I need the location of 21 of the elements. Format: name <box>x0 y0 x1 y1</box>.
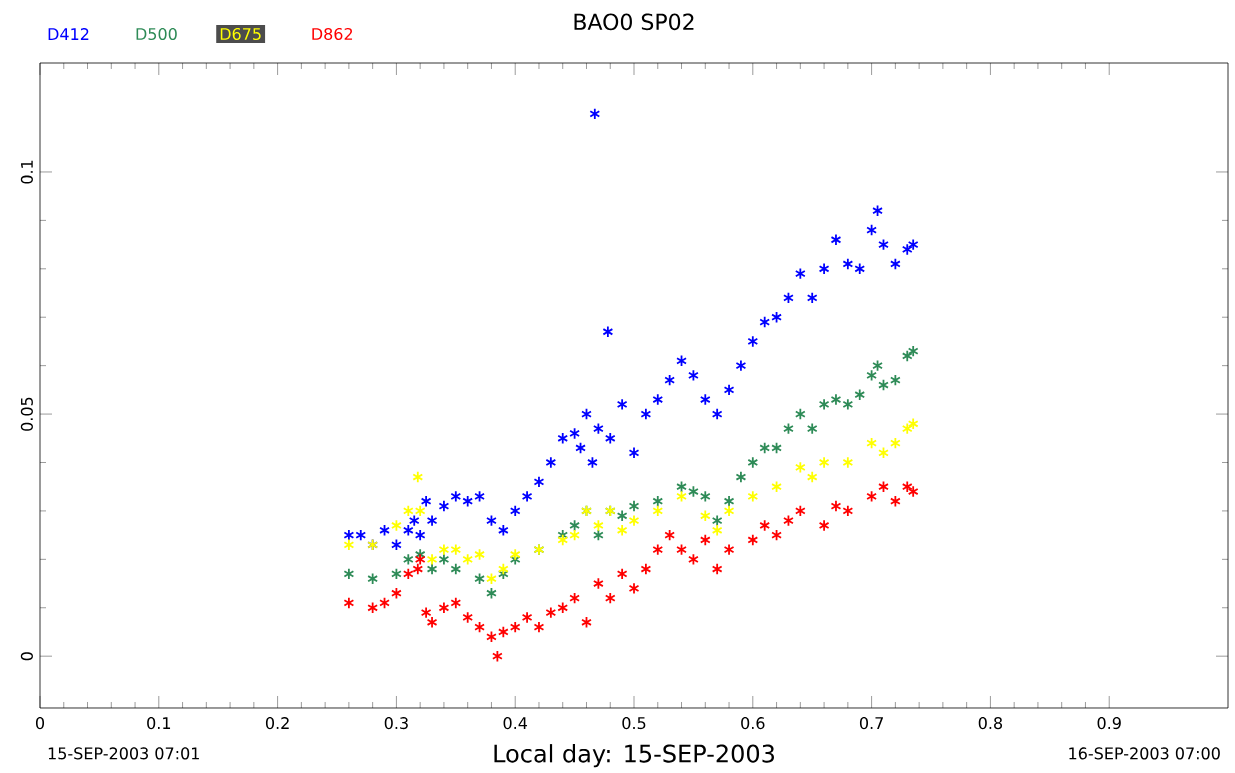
y-tick-label: 0.1 <box>20 160 33 184</box>
x-axis-title: Local day: 15-SEP-2003 <box>494 744 774 768</box>
chart-title: BAO0 SP02 <box>574 13 694 31</box>
x-tick-label: 0 <box>35 717 45 730</box>
x-tick-label: 0.7 <box>859 717 883 730</box>
x-tick-label: 0.9 <box>1097 717 1121 730</box>
text: 15-SEP-2003 07:01 <box>48 747 199 760</box>
x-tick-label: 0.6 <box>741 717 765 730</box>
text: D500 <box>136 27 177 41</box>
y-tick-label: 0.05 <box>20 397 33 431</box>
x-tick-label: 0.5 <box>622 717 646 730</box>
x-tick-label: 0.8 <box>978 717 1003 730</box>
text: D412 <box>48 28 89 40</box>
text: D862 <box>312 27 353 41</box>
x-tick-label: 0.3 <box>384 717 408 730</box>
x-tick-label: 0.2 <box>265 717 289 730</box>
x-tick-label: 0.4 <box>503 717 528 730</box>
x-tick-label: 0.1 <box>147 717 171 730</box>
text: D675 <box>220 27 261 41</box>
text: 16-SEP-2003 07:00 <box>1069 747 1220 760</box>
y-tick-label: 0 <box>20 652 33 661</box>
